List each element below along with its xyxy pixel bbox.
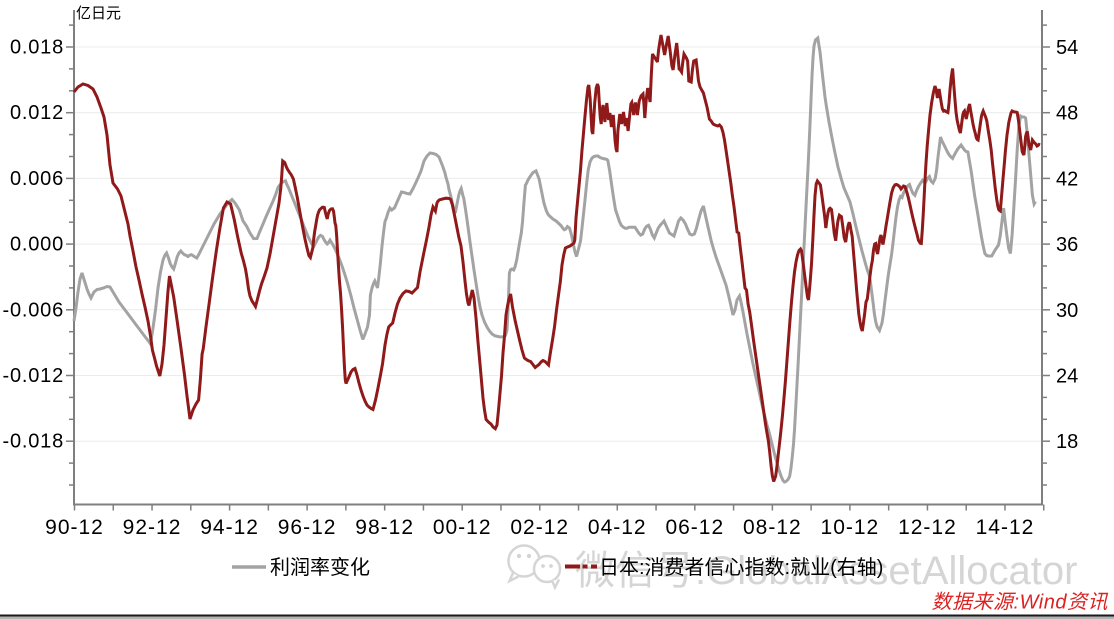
svg-text:14-12: 14-12 [976, 516, 1035, 539]
svg-text:48: 48 [1056, 103, 1078, 125]
svg-text:0.006: 0.006 [10, 168, 64, 190]
svg-text:02-12: 02-12 [510, 516, 569, 539]
svg-text:0.018: 0.018 [10, 37, 64, 59]
svg-text:数据来源:Wind资讯: 数据来源:Wind资讯 [932, 592, 1109, 614]
svg-text:18: 18 [1056, 431, 1078, 453]
svg-text:06-12: 06-12 [665, 516, 724, 539]
svg-text:42: 42 [1056, 168, 1078, 190]
svg-text:08-12: 08-12 [743, 516, 802, 539]
svg-text:-0.012: -0.012 [2, 365, 64, 387]
svg-text:94-12: 94-12 [200, 516, 259, 539]
svg-text:98-12: 98-12 [355, 516, 414, 539]
svg-text:96-12: 96-12 [278, 516, 337, 539]
svg-text:12-12: 12-12 [898, 516, 957, 539]
svg-text:利润率变化: 利润率变化 [270, 556, 370, 579]
svg-text:日本:消费者信心指数:就业(右轴): 日本:消费者信心指数:就业(右轴) [599, 556, 883, 579]
svg-text:00-12: 00-12 [433, 516, 492, 539]
svg-text:0.000: 0.000 [10, 234, 64, 256]
svg-text:36: 36 [1056, 234, 1078, 256]
svg-text:0.012: 0.012 [10, 102, 64, 124]
svg-text:微信号:GlobalAssetAllocator: 微信号:GlobalAssetAllocator [575, 549, 1077, 593]
svg-text:-0.018: -0.018 [2, 431, 64, 453]
svg-text:54: 54 [1056, 37, 1078, 59]
svg-text:24: 24 [1056, 366, 1078, 388]
svg-text:90-12: 90-12 [45, 516, 104, 539]
svg-text:10-12: 10-12 [821, 516, 880, 539]
svg-text:30: 30 [1056, 300, 1078, 322]
svg-text:-0.006: -0.006 [2, 299, 64, 321]
svg-text:04-12: 04-12 [588, 516, 647, 539]
svg-text:亿日元: 亿日元 [76, 5, 121, 22]
svg-text:92-12: 92-12 [123, 516, 182, 539]
